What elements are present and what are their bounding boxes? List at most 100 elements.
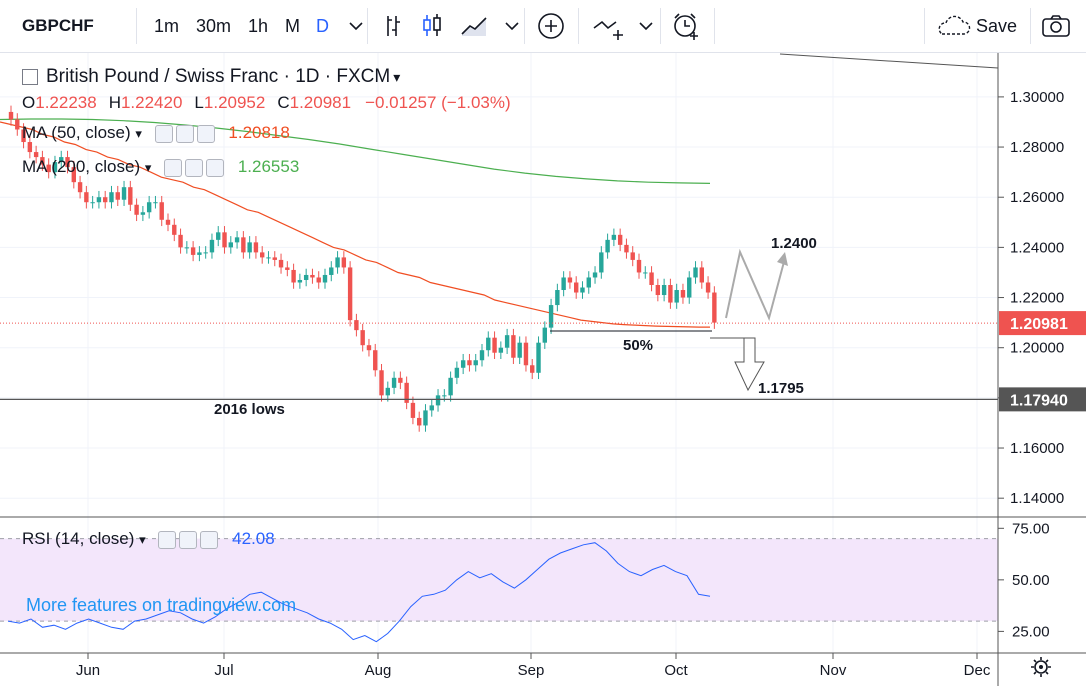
label-2016-lows: 2016 lows	[214, 401, 285, 418]
title-chevron-down-icon[interactable]: ▾	[393, 69, 401, 85]
candle-body	[417, 417, 422, 426]
ma50-buttons[interactable]	[154, 124, 218, 144]
ma200-label: MA (200, close)	[22, 157, 141, 176]
label-target-up: 1.2400	[771, 235, 817, 252]
symbol-search-button[interactable]: GBPCHF	[22, 16, 94, 35]
low-label: L	[194, 93, 204, 112]
candle-body	[247, 242, 252, 253]
ma50-settings-gear-icon[interactable]	[175, 125, 194, 144]
ma200-chevron-down-icon[interactable]: ▾	[144, 160, 152, 175]
price-tick-label: 1.26000	[1010, 189, 1064, 206]
candle-body	[668, 285, 673, 303]
candle-body	[630, 252, 635, 260]
compare-chevron-down-icon[interactable]	[630, 10, 662, 42]
candle-body	[121, 187, 127, 200]
candle-body	[278, 259, 284, 268]
ma50-legend[interactable]: MA (50, close) ▾ 1.20818	[22, 123, 290, 144]
symbol-title: British Pound / Swiss Franc · 1D · FXCM	[46, 66, 391, 87]
compare-symbol-icon[interactable]	[592, 10, 624, 42]
high-label: H	[108, 93, 121, 112]
collapse-legend-icon[interactable]	[22, 69, 38, 86]
rsi-chevron-down-icon[interactable]: ▾	[139, 532, 146, 547]
ma50-chevron-down-icon[interactable]: ▾	[135, 126, 142, 141]
rsi-legend[interactable]: RSI (14, close) ▾ 42.08	[22, 529, 275, 550]
candle-body	[165, 219, 171, 225]
rsi-value: 42.08	[232, 529, 275, 548]
candle-body	[172, 224, 177, 235]
candle-body	[59, 157, 64, 163]
candle-body	[605, 239, 610, 253]
candle-body	[65, 157, 70, 168]
top-toolbar: GBPCHF 1m 30m 1h M D Save	[0, 0, 1086, 53]
rsi-visibility-eye-icon[interactable]	[158, 531, 177, 550]
price-tick-label: 1.20000	[1010, 340, 1064, 357]
candles-style-icon[interactable]	[416, 10, 448, 42]
candle-body	[347, 267, 353, 321]
chart-style-chevron-down-icon[interactable]	[496, 10, 528, 42]
candle-body	[574, 282, 579, 293]
ma50-remove-close-icon[interactable]	[196, 125, 215, 144]
rsi-remove-close-icon[interactable]	[200, 531, 219, 550]
interval-1h-button[interactable]: 1h	[248, 16, 269, 36]
ma50-visibility-eye-icon[interactable]	[154, 125, 173, 144]
ma200-visibility-eye-icon[interactable]	[164, 159, 183, 178]
area-style-icon[interactable]	[458, 10, 490, 42]
settings-gear-icon[interactable]	[1031, 657, 1051, 677]
camera-screenshot-icon[interactable]	[1040, 10, 1072, 42]
candle-body	[366, 345, 372, 351]
alert-clock-icon[interactable]	[670, 10, 702, 42]
candle-body	[103, 197, 108, 203]
candle-body	[649, 272, 654, 285]
candle-body	[486, 337, 491, 351]
rsi-buttons[interactable]	[158, 530, 221, 550]
toolbar-divider	[524, 8, 525, 44]
ma200-buttons[interactable]	[164, 158, 227, 178]
open-label: O	[22, 93, 36, 112]
drawings[interactable]: 2016 lows 50% 1.2400 1.1795	[0, 53, 999, 418]
candle-body	[398, 377, 403, 383]
toolbar-divider	[578, 8, 579, 44]
time-tick-label: Sep	[518, 662, 545, 679]
candle-body	[272, 257, 277, 260]
candle-body	[423, 410, 428, 426]
trend-line	[779, 53, 999, 69]
candle-body	[498, 347, 504, 353]
bar-style-icon[interactable]	[378, 10, 410, 42]
low-value: 1.20952	[203, 93, 266, 112]
tradingview-watermark-link[interactable]: More features on tradingview.com	[26, 595, 297, 615]
candle-body	[712, 292, 717, 323]
change-value: −0.01257 (−1.03%)	[365, 93, 511, 112]
time-axis[interactable]: Jun Jul Aug Sep Oct Nov Dec	[76, 653, 991, 679]
candle-body	[373, 350, 378, 371]
ma200-legend[interactable]: MA (200, close) ▾ 1.26553	[22, 157, 299, 178]
candle-body	[341, 257, 347, 268]
intervals-dropdown-chevron-down-icon[interactable]	[340, 10, 372, 42]
candle-body	[33, 152, 39, 158]
candle-body	[222, 232, 227, 248]
rsi-axis[interactable]: 75.00 50.00 25.00	[998, 520, 1050, 640]
save-cloud-icon[interactable]	[934, 10, 974, 42]
candle-body	[687, 277, 692, 298]
interval-1m-button[interactable]: 1m	[154, 16, 180, 36]
high-value: 1.22420	[120, 93, 183, 112]
ma200-settings-gear-icon[interactable]	[185, 159, 204, 178]
candle-body	[467, 360, 472, 366]
rsi-settings-gear-icon[interactable]	[179, 531, 198, 550]
ma200-remove-close-icon[interactable]	[206, 159, 225, 178]
save-button[interactable]: Save	[976, 16, 1018, 36]
time-tick-label: Jun	[76, 662, 100, 679]
candle-body	[316, 277, 321, 283]
candle-body	[674, 290, 679, 303]
interval-d-button[interactable]: D	[316, 16, 329, 36]
interval-m-button[interactable]: M	[285, 16, 300, 36]
candle-body	[335, 257, 340, 268]
down-arrow-projection	[710, 337, 765, 392]
label-target-down: 1.1795	[758, 380, 804, 397]
candle-body	[599, 252, 604, 273]
add-indicator-plus-icon[interactable]	[535, 10, 567, 42]
price-axis[interactable]: 1.30000 1.28000 1.26000 1.24000 1.22000 1.200…	[998, 89, 1064, 507]
candle-body	[530, 365, 535, 373]
interval-30m-button[interactable]: 30m	[196, 16, 232, 36]
candle-body	[693, 267, 698, 278]
rsi-tick-label: 25.00	[1012, 623, 1050, 640]
